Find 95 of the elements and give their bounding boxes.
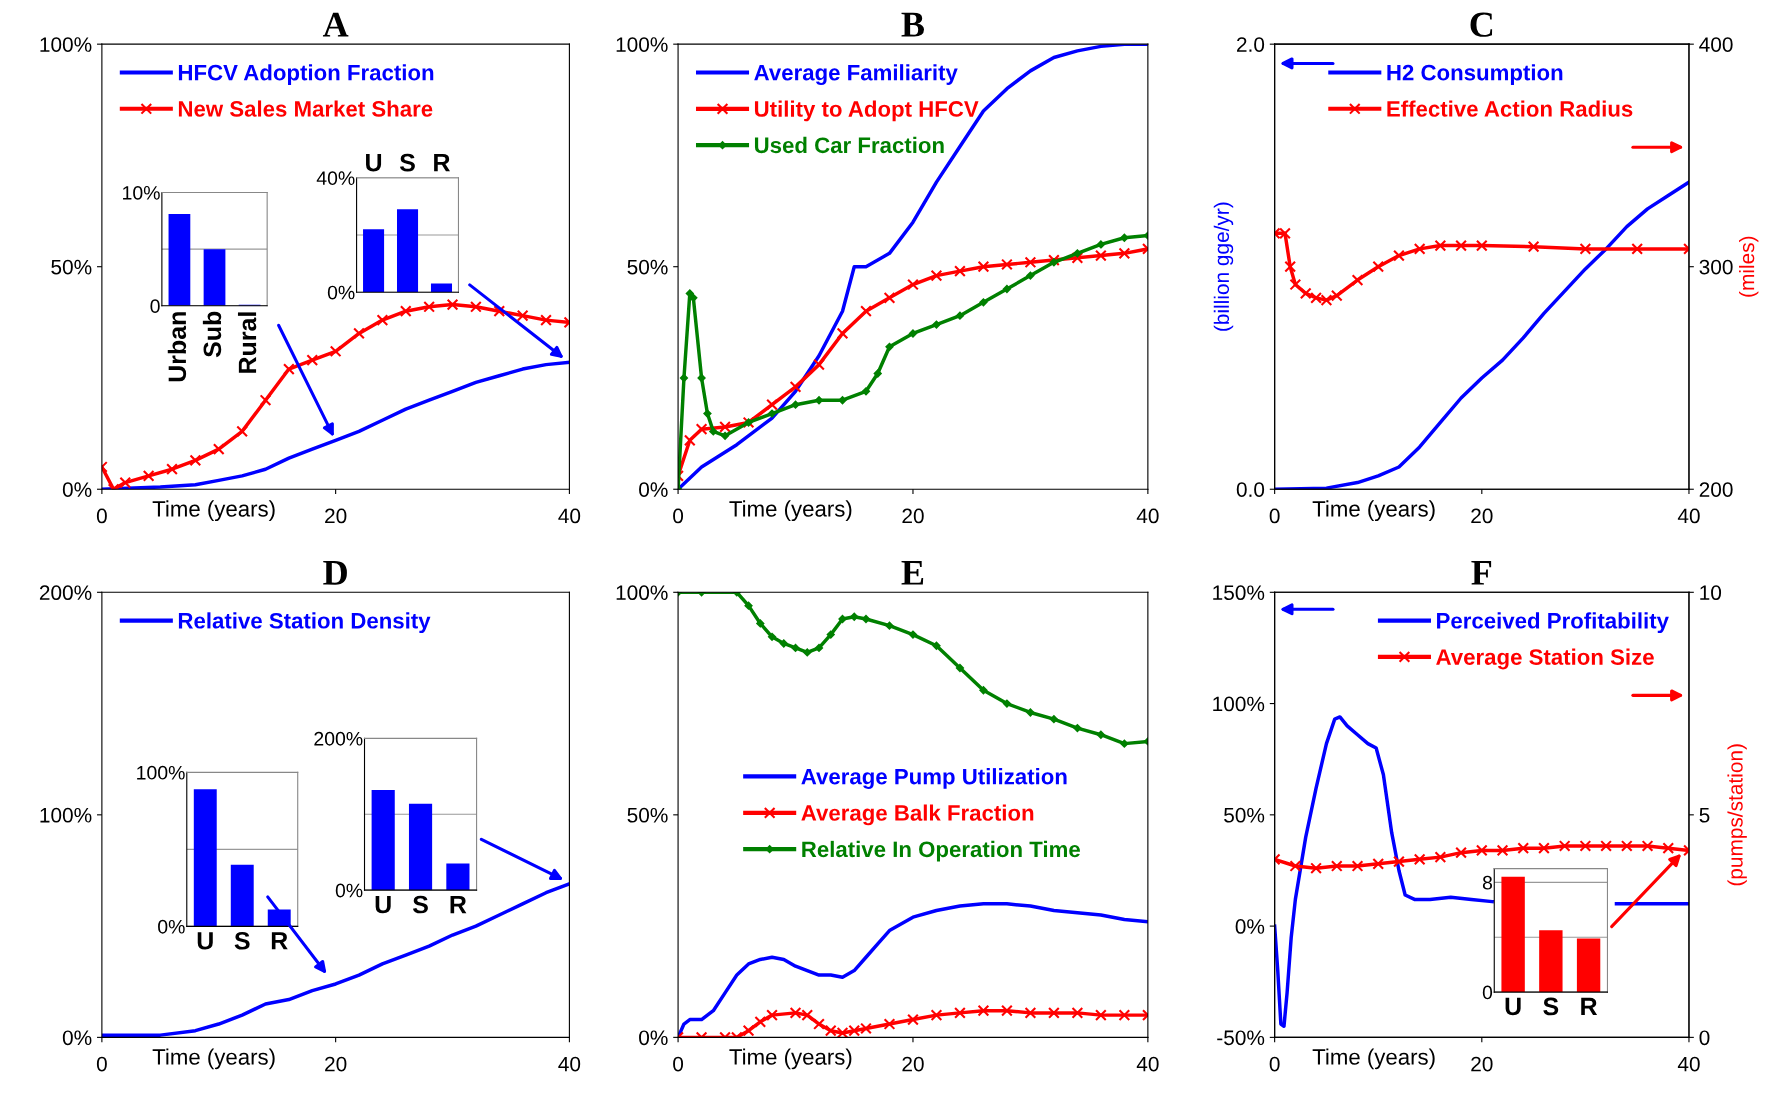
y2-tick-label: 200 — [1699, 482, 1733, 497]
y-tick-label: 0% — [158, 919, 185, 934]
chart-title: B — [901, 12, 925, 37]
x-tick-label: R — [434, 154, 450, 172]
x-tick-label: 20 — [902, 508, 924, 524]
x-tick-label: 0 — [673, 1056, 684, 1072]
chart-title: D — [323, 560, 347, 585]
x-tick-label: 40 — [1136, 1056, 1159, 1072]
x-tick-label: U — [197, 932, 213, 950]
x-tick-label: S — [412, 895, 428, 914]
legend-label: Average Familiarity — [754, 64, 958, 85]
y-tick-label: 10% — [123, 185, 160, 200]
x-tick-label: S — [234, 931, 250, 950]
y2-tick-label: 300 — [1699, 259, 1733, 275]
y-tick-label: 50% — [627, 807, 668, 823]
y-tick-label: 50% — [1224, 807, 1265, 823]
x-axis-title: Time (years) — [152, 1048, 275, 1070]
y-tick-label: 100% — [1213, 696, 1265, 712]
y-tick-label: 0% — [639, 482, 668, 497]
legend-label: Effective Action Radius — [1387, 100, 1633, 117]
x-tick-label: 40 — [1136, 508, 1159, 524]
y-tick-label: 8 — [1482, 875, 1493, 890]
y-tick-label: 100% — [40, 37, 92, 52]
chart-title: E — [901, 560, 924, 585]
x-axis-title: Time (years) — [729, 500, 852, 522]
y-tick-label: 0.0 — [1236, 482, 1265, 497]
x-tick-label: 40 — [1677, 1056, 1700, 1072]
x-tick-label: R — [1581, 997, 1598, 1016]
y-tick-label: 100% — [137, 765, 185, 780]
y-tick-label: 200% — [314, 731, 363, 746]
y2-tick-label: 10 — [1700, 585, 1722, 601]
y2-tick-label: 400 — [1699, 37, 1733, 52]
x-tick-label: 0 — [1269, 508, 1280, 524]
x-tick-label: 20 — [325, 1056, 347, 1072]
y-tick-label: 150% — [1213, 585, 1265, 601]
x-tick-label: 20 — [902, 1056, 924, 1072]
x-tick-label: 40 — [558, 1056, 581, 1072]
y2-tick-label: 5 — [1699, 808, 1710, 823]
chart-title: A — [322, 12, 349, 37]
legend-label: HFCV Adoption Fraction — [178, 64, 434, 85]
x-tick-label: 40 — [1677, 508, 1700, 524]
y2-axis-title: (pumps/station) — [1727, 744, 1747, 886]
y-tick-label: 0% — [327, 285, 355, 300]
legend-label: New Sales Market Share — [178, 100, 433, 117]
x-tick-label: U — [366, 154, 382, 172]
y-tick-label: 100% — [616, 37, 668, 52]
legend-label: Utility to Adopt HFCV — [754, 100, 979, 122]
x-tick-label: 0 — [96, 508, 107, 524]
x-tick-label: S — [399, 153, 415, 172]
legend-label: Relative Station Density — [178, 612, 431, 634]
x-tick-label: Rural — [237, 312, 257, 373]
x-tick-label: 40 — [558, 508, 581, 524]
y2-tick-label: 0 — [1699, 1030, 1710, 1046]
y-tick-label: -50% — [1217, 1030, 1265, 1046]
x-tick-label: 0 — [96, 1056, 107, 1072]
y-tick-label: 0% — [639, 1030, 668, 1046]
y-tick-label: 0% — [62, 1030, 92, 1046]
x-tick-label: 0 — [1269, 1056, 1280, 1072]
y-axis-title: (billion gge/yr) — [1213, 202, 1234, 331]
y-tick-label: 50% — [627, 259, 668, 275]
legend-label: Relative In Operation Time — [802, 840, 1080, 862]
x-tick-label: 20 — [1471, 508, 1493, 524]
y-tick-label: 100% — [616, 585, 668, 601]
x-tick-label: Urban — [167, 312, 187, 382]
y-tick-label: 0 — [150, 299, 160, 314]
y-tick-label: 0% — [1235, 919, 1265, 934]
x-tick-label: Sub — [202, 311, 222, 358]
chart-title: F — [1471, 560, 1492, 585]
legend-label: Average Balk Fraction — [801, 804, 1034, 826]
y-tick-label: 100% — [40, 807, 92, 823]
y-tick-label: 0% — [62, 482, 92, 497]
x-axis-title: Time (years) — [1312, 500, 1435, 522]
x-tick-label: R — [271, 932, 288, 950]
x-tick-label: R — [450, 895, 467, 914]
legend-label: Average Station Size — [1436, 648, 1654, 670]
legend-label: Used Car Fraction — [754, 136, 944, 154]
y-tick-label: 50% — [51, 259, 92, 275]
y2-axis-title: (miles) — [1739, 236, 1759, 297]
x-tick-label: U — [375, 895, 391, 914]
y-tick-label: 0% — [335, 883, 363, 898]
x-tick-label: U — [1505, 997, 1521, 1016]
x-tick-label: 0 — [673, 508, 684, 524]
y-tick-label: 200% — [39, 585, 92, 601]
x-axis-title: Time (years) — [729, 1048, 852, 1070]
x-tick-label: S — [1543, 997, 1559, 1016]
x-tick-label: 20 — [325, 508, 347, 524]
legend-label: H2 Consumption — [1387, 64, 1563, 85]
chart-title: C — [1470, 12, 1493, 37]
legend-label: Average Pump Utilization — [801, 768, 1067, 789]
y-tick-label: 40% — [316, 171, 355, 186]
legend-label: Perceived Profitability — [1437, 612, 1669, 634]
x-axis-title: Time (years) — [1312, 1048, 1435, 1070]
y-tick-label: 2.0 — [1237, 37, 1265, 52]
x-axis-title: Time (years) — [152, 500, 275, 522]
x-tick-label: 20 — [1471, 1056, 1493, 1072]
